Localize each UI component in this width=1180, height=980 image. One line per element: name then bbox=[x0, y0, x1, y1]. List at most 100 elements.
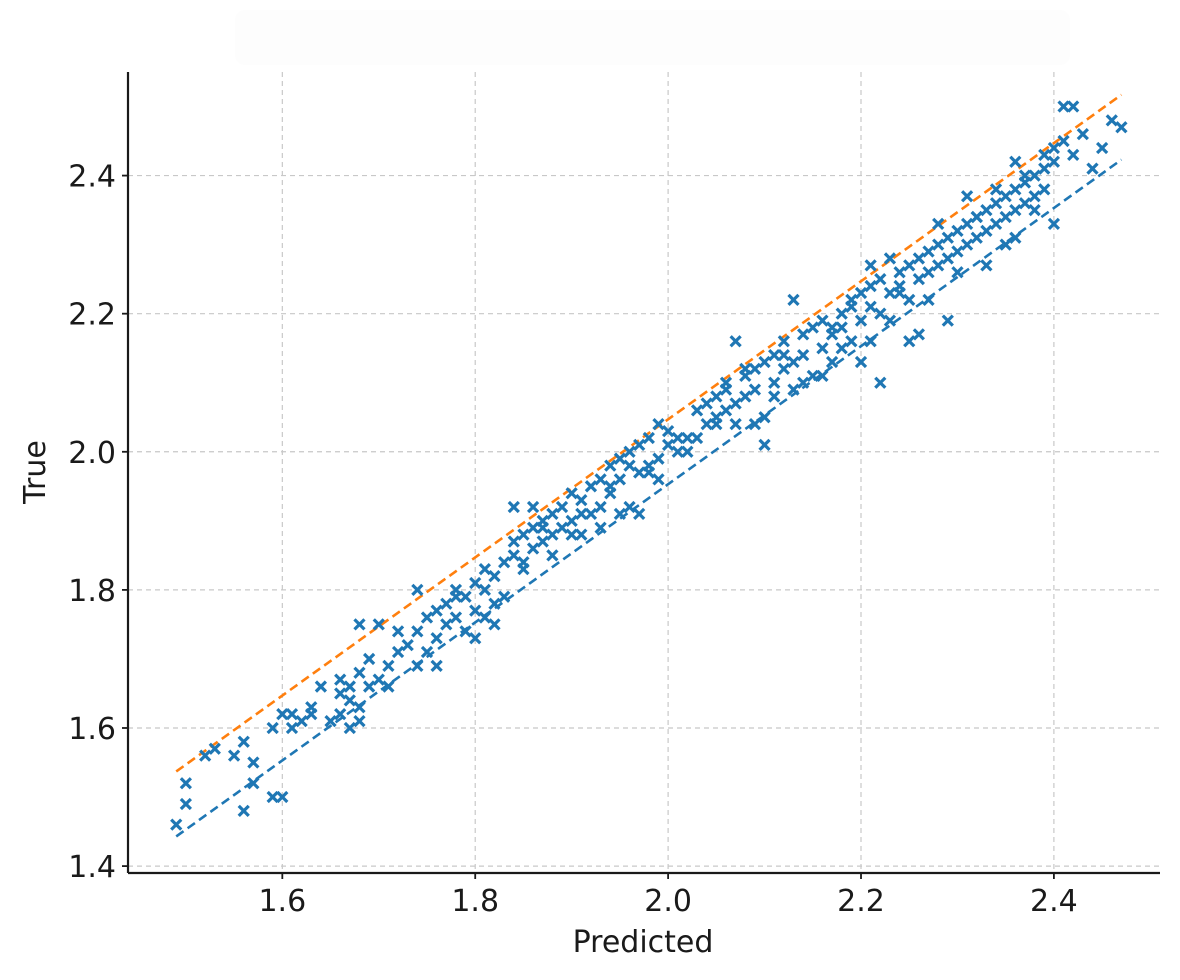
data-point bbox=[227, 749, 241, 762]
data-point bbox=[690, 404, 704, 417]
data-point bbox=[941, 231, 954, 244]
data-point bbox=[642, 466, 655, 479]
data-point bbox=[575, 507, 588, 521]
data-point bbox=[825, 321, 839, 334]
data-point bbox=[816, 342, 829, 355]
data-point bbox=[1067, 148, 1080, 161]
data-point bbox=[498, 556, 511, 569]
data-point bbox=[1047, 155, 1061, 168]
data-point bbox=[266, 721, 279, 735]
data-point bbox=[353, 618, 366, 631]
data-point bbox=[912, 328, 926, 341]
data-point bbox=[912, 252, 926, 265]
data-point bbox=[748, 383, 762, 396]
x-tick-label: 1.8 bbox=[451, 884, 499, 919]
data-point bbox=[391, 625, 405, 638]
data-point bbox=[787, 293, 800, 307]
grid-lines bbox=[128, 72, 1160, 873]
data-point bbox=[633, 507, 646, 521]
data-point bbox=[613, 452, 627, 465]
data-point bbox=[353, 666, 366, 679]
data-point bbox=[797, 348, 810, 362]
data-point bbox=[1009, 203, 1022, 217]
data-point bbox=[536, 521, 549, 534]
data-point bbox=[999, 210, 1012, 224]
data-point bbox=[391, 645, 405, 659]
data-point bbox=[729, 418, 742, 431]
data-point bbox=[565, 514, 578, 527]
data-point bbox=[864, 259, 877, 272]
data-point bbox=[613, 473, 627, 486]
data-point bbox=[179, 797, 193, 811]
data-points bbox=[170, 100, 1128, 831]
data-point bbox=[199, 749, 212, 762]
data-point bbox=[1018, 197, 1032, 210]
data-point bbox=[951, 266, 964, 279]
y-tick-label: 2.0 bbox=[68, 436, 116, 471]
x-tick-label: 1.6 bbox=[258, 884, 306, 919]
data-point bbox=[1105, 114, 1118, 127]
data-point bbox=[787, 355, 800, 369]
x-tick-label: 2.2 bbox=[837, 884, 885, 919]
data-point bbox=[536, 535, 549, 548]
data-point bbox=[748, 362, 762, 376]
axes bbox=[122, 72, 1160, 879]
data-point bbox=[777, 348, 790, 362]
y-axis-label: True bbox=[18, 440, 53, 505]
data-point bbox=[507, 549, 520, 562]
data-point bbox=[362, 652, 376, 666]
data-point bbox=[372, 673, 385, 686]
data-point bbox=[430, 604, 443, 617]
data-point bbox=[999, 190, 1012, 203]
data-point bbox=[584, 507, 598, 521]
data-point bbox=[1038, 148, 1051, 161]
data-point bbox=[922, 245, 935, 258]
data-point bbox=[642, 431, 655, 445]
data-point bbox=[517, 528, 530, 541]
data-point bbox=[507, 500, 520, 514]
data-point bbox=[411, 625, 424, 638]
data-point bbox=[237, 735, 250, 748]
data-point bbox=[652, 418, 665, 431]
data-point bbox=[1018, 169, 1032, 182]
data-point bbox=[208, 742, 221, 755]
data-point bbox=[170, 818, 183, 831]
data-point bbox=[266, 790, 279, 804]
data-point bbox=[285, 708, 299, 721]
data-point bbox=[845, 335, 858, 348]
data-point bbox=[1009, 155, 1022, 168]
data-point bbox=[980, 259, 993, 272]
data-point bbox=[806, 321, 819, 334]
data-point bbox=[980, 224, 993, 237]
data-point bbox=[854, 286, 868, 300]
data-point bbox=[488, 618, 501, 631]
tick-labels: 1.6 1.8 2.0 2.2 2.4 1.4 1.6 1.8 2.0 2.2 2.4 bbox=[68, 160, 1077, 919]
data-point bbox=[874, 273, 887, 286]
y-tick-label: 2.2 bbox=[68, 298, 116, 333]
y-tick-label: 1.6 bbox=[68, 712, 116, 747]
data-point bbox=[681, 445, 694, 458]
data-point bbox=[1009, 231, 1022, 244]
data-point bbox=[903, 259, 916, 272]
data-point bbox=[430, 659, 443, 672]
data-point bbox=[459, 590, 472, 603]
data-point bbox=[305, 701, 318, 714]
data-point bbox=[903, 293, 916, 307]
data-point bbox=[912, 273, 926, 286]
data-point bbox=[951, 245, 964, 258]
data-point bbox=[960, 190, 974, 203]
data-point bbox=[546, 549, 559, 562]
data-point bbox=[604, 459, 617, 472]
data-point bbox=[353, 701, 366, 714]
data-point bbox=[575, 493, 588, 507]
x-axis-label: Predicted bbox=[573, 925, 714, 960]
data-point bbox=[1038, 162, 1051, 175]
data-point bbox=[179, 777, 193, 790]
data-point bbox=[382, 659, 395, 672]
data-point bbox=[478, 563, 491, 576]
data-point bbox=[362, 680, 376, 693]
data-point bbox=[989, 197, 1003, 210]
data-point bbox=[729, 335, 742, 348]
